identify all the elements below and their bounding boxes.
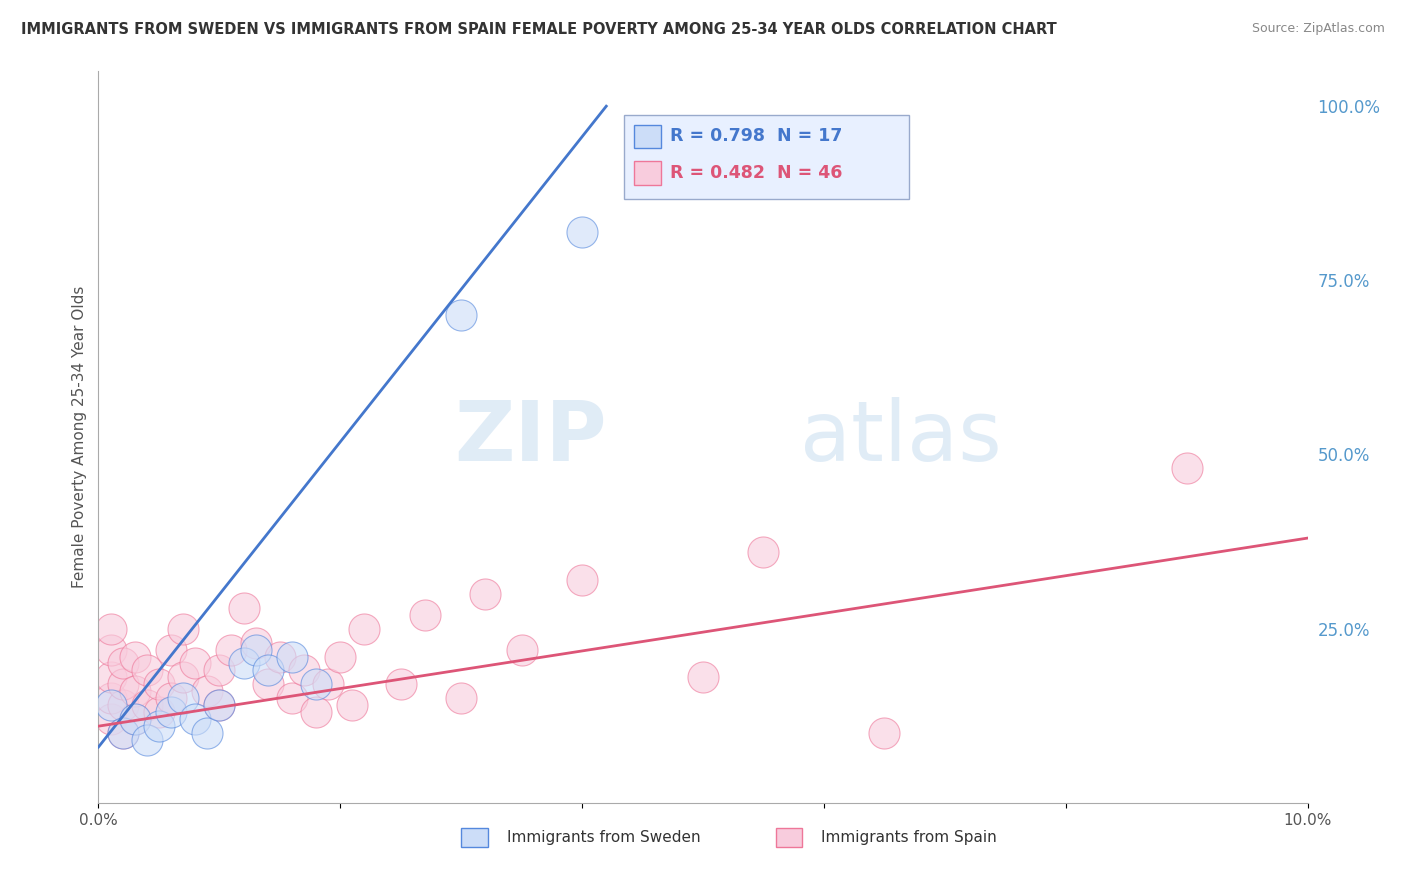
Point (450, 691, 472, 706)
Point (100, 642, 122, 657)
Point (100, 670, 122, 684)
Point (208, 664, 231, 678)
Point (281, 691, 304, 706)
Point (172, 691, 194, 706)
Point (208, 698, 231, 713)
Point (111, 726, 134, 740)
Bar (634, 161, 661, 185)
Point (389, 677, 412, 691)
Point (305, 677, 328, 691)
Point (195, 684, 218, 698)
Point (232, 657, 254, 671)
Bar (461, 829, 488, 847)
Bar (634, 125, 661, 148)
Point (100, 691, 122, 706)
Point (184, 712, 207, 726)
Point (184, 657, 207, 671)
Point (353, 622, 375, 636)
Point (269, 649, 291, 664)
Text: Source: ZipAtlas.com: Source: ZipAtlas.com (1251, 22, 1385, 36)
Point (100, 622, 122, 636)
Point (413, 607, 436, 622)
Point (172, 670, 194, 684)
Point (245, 642, 267, 657)
Point (873, 726, 896, 740)
Point (111, 677, 134, 691)
Point (208, 698, 231, 713)
Point (1175, 461, 1198, 475)
Bar (776, 829, 803, 847)
Point (124, 649, 146, 664)
Point (305, 705, 328, 719)
Y-axis label: Female Poverty Among 25-34 Year Olds: Female Poverty Among 25-34 Year Olds (72, 286, 87, 588)
Point (160, 642, 183, 657)
Text: R = 0.482  N = 46: R = 0.482 N = 46 (671, 164, 842, 182)
Point (172, 622, 194, 636)
Point (111, 698, 134, 713)
Point (221, 642, 243, 657)
Point (571, 225, 593, 239)
Point (135, 698, 157, 713)
Point (100, 698, 122, 713)
Point (148, 719, 170, 733)
FancyBboxPatch shape (624, 115, 908, 200)
Point (148, 705, 170, 719)
Point (329, 649, 352, 664)
Point (245, 635, 267, 649)
Point (292, 664, 315, 678)
Text: IMMIGRANTS FROM SWEDEN VS IMMIGRANTS FROM SPAIN FEMALE POVERTY AMONG 25-34 YEAR : IMMIGRANTS FROM SWEDEN VS IMMIGRANTS FRO… (21, 22, 1057, 37)
Point (232, 600, 254, 615)
Point (124, 684, 146, 698)
Point (124, 712, 146, 726)
Point (124, 712, 146, 726)
Point (281, 649, 304, 664)
Point (474, 587, 496, 601)
Point (692, 670, 714, 684)
Point (148, 677, 170, 691)
Text: ZIP: ZIP (454, 397, 606, 477)
Point (450, 308, 472, 322)
Point (752, 545, 775, 559)
Point (160, 691, 183, 706)
Point (342, 698, 364, 713)
Point (160, 705, 183, 719)
Point (100, 712, 122, 726)
Text: atlas: atlas (800, 397, 1001, 477)
Point (111, 726, 134, 740)
Point (135, 733, 157, 747)
Point (195, 726, 218, 740)
Point (256, 677, 278, 691)
Text: Immigrants from Sweden: Immigrants from Sweden (508, 830, 700, 846)
Point (135, 664, 157, 678)
Point (316, 677, 339, 691)
Point (111, 657, 134, 671)
Point (256, 664, 278, 678)
Text: R = 0.798  N = 17: R = 0.798 N = 17 (671, 128, 842, 145)
Point (510, 642, 533, 657)
Point (571, 573, 593, 587)
Text: Immigrants from Spain: Immigrants from Spain (821, 830, 997, 846)
